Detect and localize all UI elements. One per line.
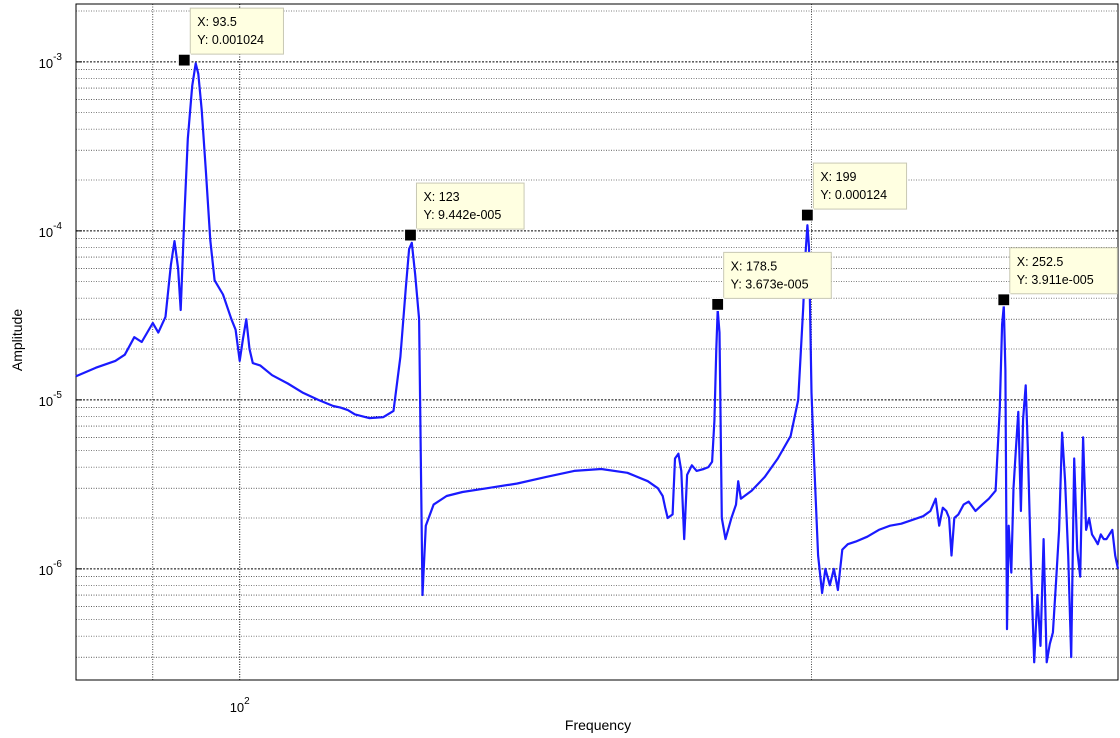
- data-tip-marker[interactable]: [711, 297, 725, 311]
- data-tip-x-text: X: 252.5: [1017, 255, 1064, 269]
- x-axis-label: Frequency: [565, 717, 631, 733]
- axes: 10-6 10-5 10-4 10-3 102: [39, 3, 1119, 715]
- data-tip-x-text: X: 123: [423, 190, 459, 204]
- data-tip-y-text: Y: 0.001024: [197, 33, 264, 47]
- data-tip-y-text: Y: 3.911e-005: [1017, 273, 1094, 287]
- data-tip-2[interactable]: X: 178.5 Y: 3.673e-005: [711, 251, 832, 311]
- y-tick-label: 10-3: [39, 52, 63, 71]
- y-tick-label: 10-5: [39, 390, 63, 409]
- data-tip-4[interactable]: X: 252.5 Y: 3.911e-005: [997, 247, 1118, 307]
- data-tip-y-text: Y: 3.673e-005: [731, 277, 809, 291]
- data-tip-box: [723, 251, 832, 299]
- data-tip-x-text: X: 199: [820, 170, 856, 184]
- data-tip-marker[interactable]: [800, 208, 814, 222]
- data-tip-marker[interactable]: [403, 228, 418, 242]
- data-tip-x-text: X: 178.5: [731, 259, 778, 273]
- data-tip-marker[interactable]: [177, 53, 191, 67]
- data-tip-3[interactable]: X: 199 Y: 0.000124: [800, 162, 908, 222]
- data-tip-y-text: Y: 0.000124: [820, 188, 887, 202]
- data-tip-0[interactable]: X: 93.5 Y: 0.001024: [177, 7, 284, 67]
- data-tip-box: [415, 182, 525, 230]
- data-tip-x-text: X: 93.5: [197, 15, 237, 29]
- data-tip-y-text: Y: 9.442e-005: [423, 208, 501, 222]
- y-axis-label: Amplitude: [9, 309, 25, 371]
- y-tick-label: 10-6: [39, 559, 63, 578]
- data-tip-box: [189, 7, 284, 55]
- x-tick-label: 102: [230, 696, 250, 715]
- data-tip-marker[interactable]: [997, 293, 1011, 307]
- data-tip-1[interactable]: X: 123 Y: 9.442e-005: [403, 182, 525, 242]
- data-tip-box: [812, 162, 908, 210]
- plot-frame: [75, 3, 1119, 681]
- data-tip-box: [1009, 247, 1118, 295]
- series-layer: [75, 62, 1120, 664]
- y-tick-label: 10-4: [39, 221, 63, 240]
- series-line-0: [75, 62, 1120, 664]
- grid-lines: [76, 4, 1118, 680]
